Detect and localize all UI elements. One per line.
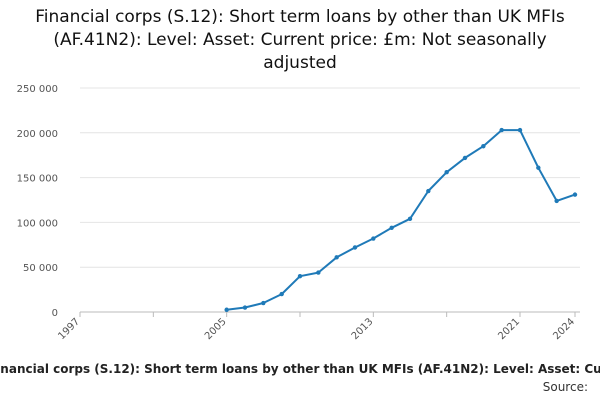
- x-tick-label: 2013: [350, 316, 376, 342]
- series: [224, 127, 578, 312]
- y-tick-label: 250 000: [17, 84, 58, 95]
- y-axis-ticks: 0 50 000 100 000 150 000 200 000 250 000: [17, 84, 58, 319]
- gridlines: [80, 87, 580, 313]
- x-tick-label: 2021: [496, 316, 522, 342]
- y-tick-label: 150 000: [17, 174, 58, 185]
- data-point: [242, 305, 248, 310]
- data-point: [572, 192, 578, 197]
- data-point: [554, 198, 559, 204]
- data-point: [499, 127, 504, 133]
- data-point: [389, 225, 394, 230]
- data-point: [444, 170, 449, 175]
- source-label: Source:: [542, 380, 588, 394]
- y-tick-label: 0: [52, 308, 58, 319]
- data-point: [352, 245, 358, 250]
- x-axis-ticks: 1997 2005 2013 2021 2024: [56, 312, 577, 342]
- y-tick-label: 200 000: [17, 129, 58, 140]
- data-point: [297, 273, 303, 279]
- x-tick-label: 2024: [551, 316, 577, 342]
- data-point: [462, 155, 468, 161]
- y-tick-label: 100 000: [17, 218, 58, 229]
- data-point: [536, 165, 541, 170]
- data-point: [334, 255, 339, 260]
- data-point: [279, 291, 284, 297]
- x-tick-label: 2005: [203, 316, 229, 342]
- series-line: [226, 129, 576, 311]
- data-point: [224, 307, 229, 312]
- data-point: [407, 216, 413, 222]
- chart-title: Financial corps (S.12): Short term loans…: [35, 7, 565, 73]
- data-point: [316, 270, 321, 275]
- data-point: [426, 188, 431, 194]
- data-point: [517, 127, 523, 133]
- legend-label: Financial corps (S.12): Short term loans…: [0, 362, 600, 376]
- data-point: [481, 144, 486, 149]
- data-point: [371, 236, 376, 241]
- data-point: [261, 300, 266, 306]
- y-tick-label: 50 000: [23, 263, 58, 274]
- x-tick-label: 1997: [56, 316, 82, 342]
- legend: Financial corps (S.12): Short term loans…: [0, 362, 600, 380]
